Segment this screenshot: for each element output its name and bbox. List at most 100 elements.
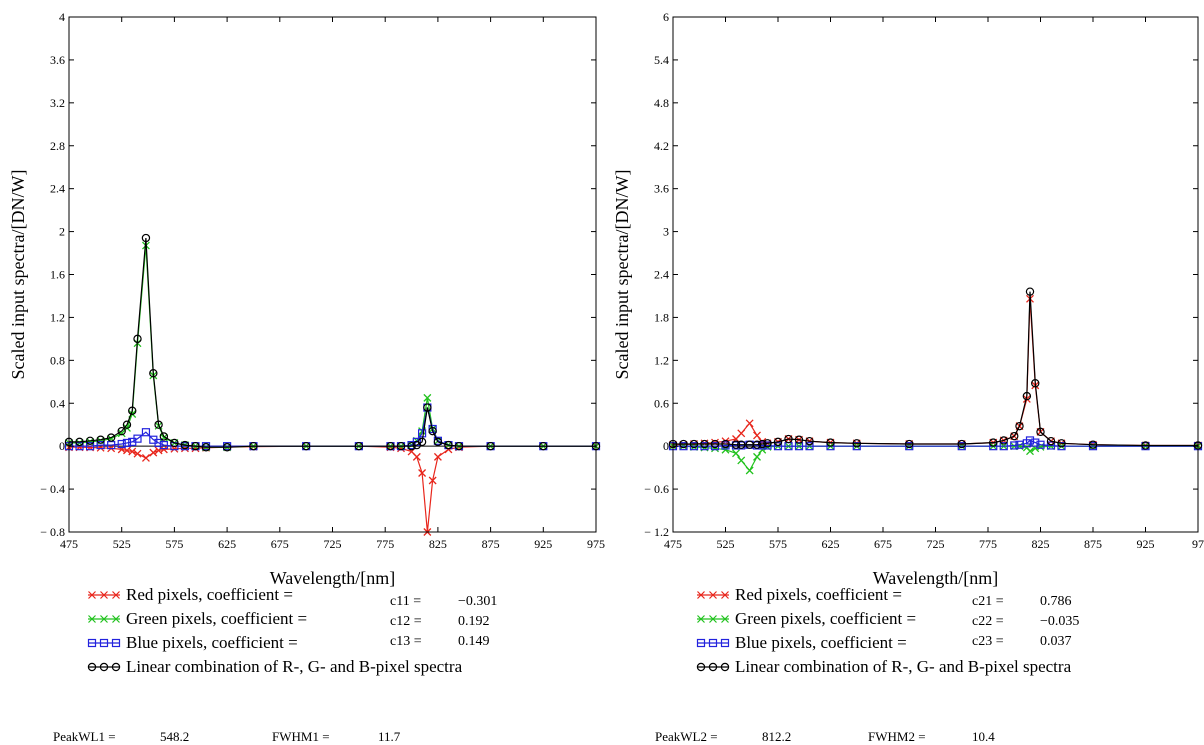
x-tick-label: 525 bbox=[113, 537, 131, 551]
data-point bbox=[957, 439, 966, 449]
data-point bbox=[773, 437, 783, 447]
coefficient-value: −0.301 bbox=[458, 594, 497, 609]
x-tick-label: 675 bbox=[874, 537, 892, 551]
data-point bbox=[117, 439, 126, 449]
y-tick-label: 6 bbox=[663, 10, 669, 24]
x-tick-label: 625 bbox=[218, 537, 236, 551]
legend-marker bbox=[720, 638, 730, 648]
data-point bbox=[417, 437, 427, 447]
data-point bbox=[700, 439, 709, 449]
legend-marker bbox=[88, 591, 96, 599]
data-point bbox=[117, 426, 126, 436]
data-point bbox=[96, 435, 105, 444]
legend-marker bbox=[697, 615, 705, 623]
legend-item-1: Red pixels, coefficient = bbox=[88, 585, 293, 604]
data-point bbox=[85, 436, 95, 446]
data-point bbox=[454, 441, 464, 451]
y-tick-label: − 0.6 bbox=[644, 482, 669, 496]
legend-label: Green pixels, coefficient = bbox=[126, 609, 307, 628]
data-point bbox=[154, 438, 163, 448]
series-line bbox=[673, 298, 1198, 447]
legend-marker bbox=[88, 615, 96, 623]
x-tick-label: 825 bbox=[429, 537, 447, 551]
data-point bbox=[301, 441, 311, 451]
series-line bbox=[69, 445, 596, 533]
legend-label: Blue pixels, coefficient = bbox=[126, 633, 298, 652]
y-tick-label: 4.8 bbox=[654, 96, 669, 110]
data-point bbox=[1022, 394, 1031, 403]
peak-wavelength-label: PeakWL1 = bbox=[53, 729, 116, 744]
data-point bbox=[805, 442, 814, 451]
x-tick-label: 725 bbox=[324, 537, 342, 551]
legend-marker bbox=[721, 591, 729, 599]
data-point bbox=[758, 439, 767, 449]
y-tick-label: 1.8 bbox=[654, 310, 669, 324]
y-tick-label: 0.4 bbox=[50, 396, 65, 410]
coefficient-label: c23 = bbox=[972, 634, 1004, 649]
series-2 bbox=[65, 241, 600, 452]
x-tick-label: 875 bbox=[1084, 537, 1102, 551]
legend-item-1: Red pixels, coefficient = bbox=[697, 585, 902, 604]
data-point bbox=[428, 476, 437, 485]
y-tick-label: 0.8 bbox=[50, 353, 65, 367]
series-line bbox=[69, 407, 596, 447]
data-point bbox=[444, 440, 453, 450]
legend-label: Blue pixels, coefficient = bbox=[735, 633, 907, 652]
y-tick-label: − 0.8 bbox=[40, 525, 65, 539]
series-line bbox=[69, 237, 596, 448]
data-point bbox=[679, 439, 688, 449]
y-tick-label: 1.2 bbox=[50, 310, 65, 324]
coefficient-label: c21 = bbox=[972, 594, 1004, 609]
legend-item-4: Linear combination of R-, G- and B-pixel… bbox=[696, 657, 1072, 676]
data-point bbox=[763, 439, 772, 448]
legend-item-3: Blue pixels, coefficient = bbox=[696, 633, 907, 652]
y-tick-label: 1.2 bbox=[654, 353, 669, 367]
coefficient-label: c22 = bbox=[972, 614, 1004, 629]
coefficient-label: c11 = bbox=[390, 594, 421, 609]
data-point bbox=[396, 441, 406, 451]
legend-marker bbox=[721, 615, 729, 623]
data-point bbox=[794, 435, 804, 444]
y-tick-label: 4 bbox=[59, 10, 65, 24]
y-tick-label: 0 bbox=[663, 439, 669, 453]
series-4 bbox=[668, 287, 1203, 450]
data-point bbox=[154, 420, 163, 429]
data-point bbox=[1088, 440, 1098, 449]
coefficient-label: c13 = bbox=[390, 634, 422, 649]
coefficient-value: 0.037 bbox=[1040, 634, 1072, 649]
data-point bbox=[1025, 287, 1035, 296]
x-tick-label: 725 bbox=[927, 537, 945, 551]
data-point bbox=[826, 438, 835, 447]
x-tick-label: 97 bbox=[1192, 537, 1204, 551]
x-axis-label: Wavelength/[nm] bbox=[270, 568, 396, 588]
data-point bbox=[433, 452, 442, 461]
data-point bbox=[1057, 439, 1066, 448]
x-tick-label: 975 bbox=[587, 537, 605, 551]
data-point bbox=[1025, 436, 1035, 445]
coefficient-label: c12 = bbox=[390, 614, 422, 629]
x-tick-label: 775 bbox=[376, 537, 394, 551]
data-point bbox=[428, 426, 437, 436]
data-point bbox=[905, 439, 914, 449]
plot-frame bbox=[672, 16, 1199, 533]
data-point bbox=[721, 439, 730, 449]
data-point bbox=[106, 433, 116, 442]
data-point bbox=[753, 431, 761, 440]
data-point bbox=[539, 441, 548, 451]
data-point bbox=[745, 419, 754, 428]
coefficient-value: 0.192 bbox=[458, 614, 490, 629]
data-point bbox=[1026, 447, 1034, 456]
peak-wavelength-value: 548.2 bbox=[160, 729, 189, 744]
y-tick-label: − 0.4 bbox=[40, 482, 65, 496]
fwhm-label: FWHM2 = bbox=[868, 729, 926, 744]
data-point bbox=[75, 442, 84, 451]
data-point bbox=[1010, 441, 1019, 450]
data-point bbox=[386, 441, 395, 451]
data-point bbox=[354, 441, 364, 451]
legend-marker bbox=[708, 662, 718, 672]
data-point bbox=[133, 434, 142, 443]
data-point bbox=[222, 443, 232, 452]
data-point bbox=[1141, 441, 1150, 450]
data-point bbox=[1036, 440, 1045, 449]
